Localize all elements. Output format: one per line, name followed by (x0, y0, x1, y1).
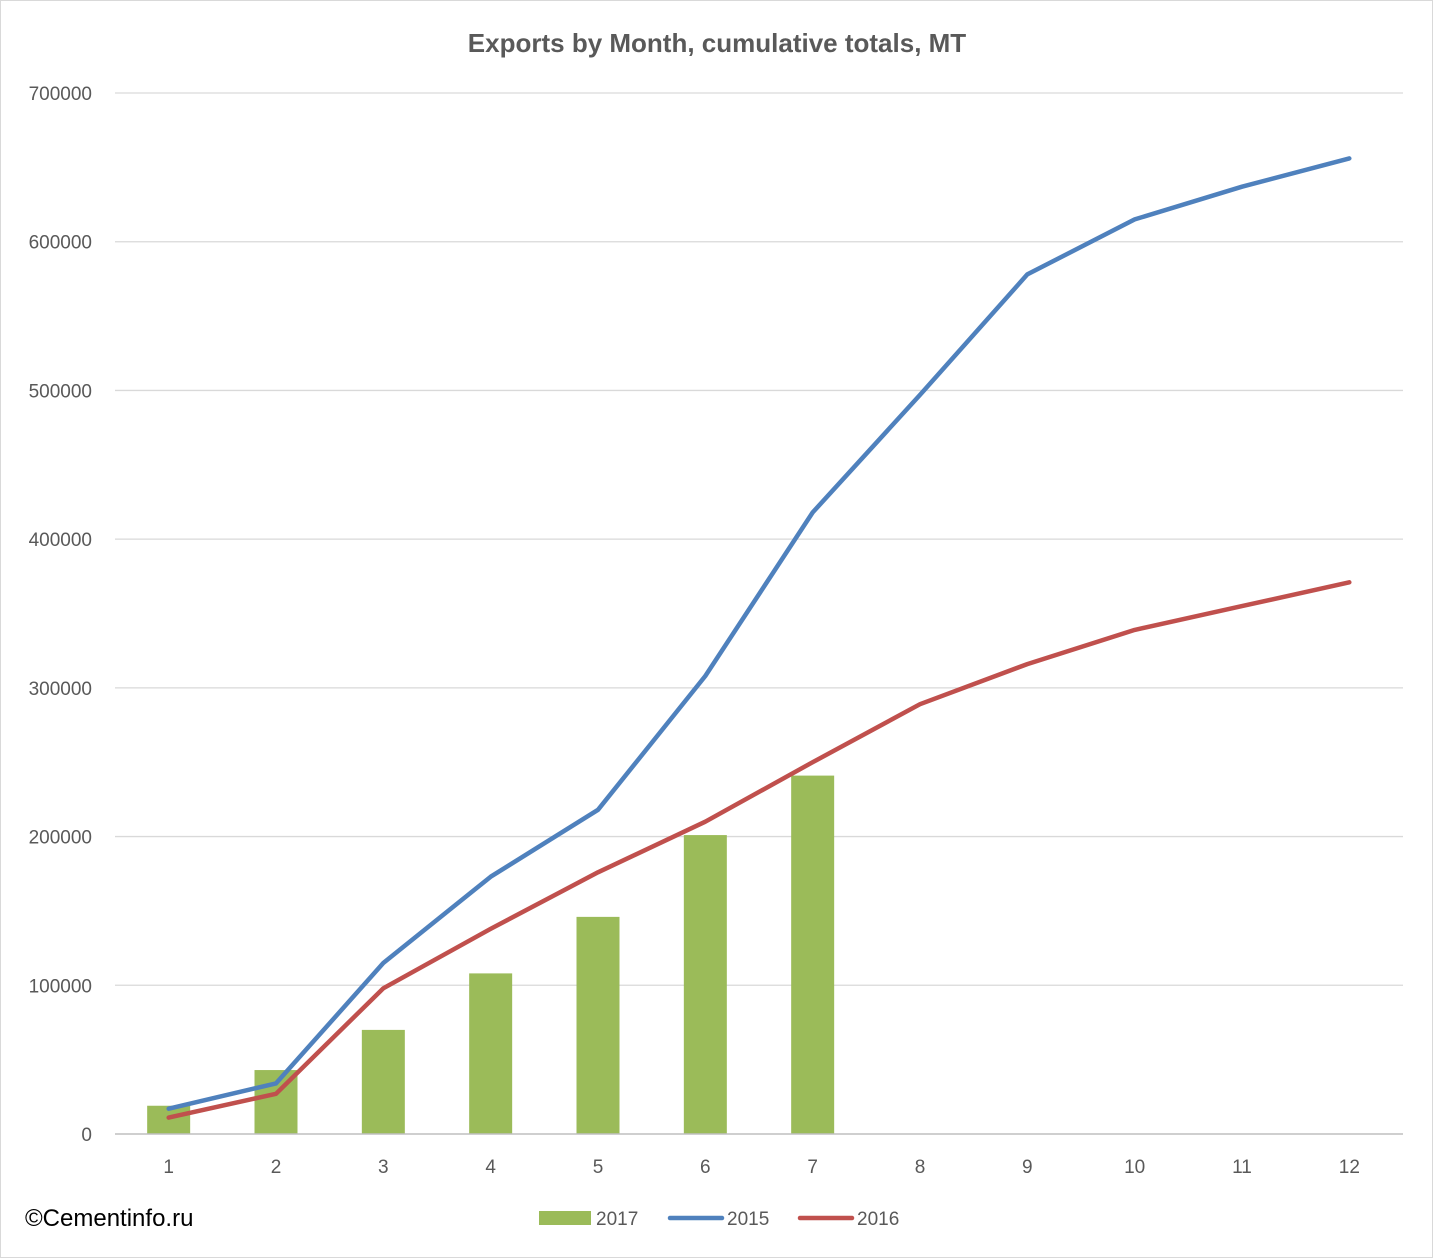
x-tick-label: 3 (378, 1157, 389, 1178)
bar-2017 (791, 775, 835, 1134)
x-tick-label: 11 (1232, 1157, 1252, 1178)
x-tick-label: 5 (593, 1157, 604, 1178)
legend-swatch-2017 (539, 1211, 591, 1225)
x-tick-label: 2 (271, 1157, 282, 1178)
watermark: ©Cementinfo.ru (25, 1205, 194, 1232)
x-tick-label: 9 (1022, 1157, 1033, 1178)
line-2015 (166, 156, 1352, 1111)
chart-title: Exports by Month, cumulative totals, MT (468, 28, 966, 58)
y-tick-label: 300000 (29, 679, 92, 700)
lines (166, 156, 1352, 1120)
y-tick-label: 600000 (29, 233, 92, 254)
y-axis-ticks: 0 100000 200000 300000 400000 500000 600000 700… (29, 84, 92, 1146)
x-axis-ticks: 1 2 3 4 5 6 7 8 9 10 11 12 (163, 1157, 1360, 1178)
y-tick-label: 200000 (29, 828, 92, 849)
x-tick-label: 1 (163, 1157, 174, 1178)
y-tick-label: 0 (81, 1125, 92, 1146)
bar-2017 (361, 1029, 405, 1134)
legend: 2017 2015 2016 (539, 1209, 899, 1230)
legend-label-2016: 2016 (857, 1209, 899, 1230)
bar-2017 (576, 916, 620, 1134)
y-tick-label: 500000 (29, 381, 92, 402)
bar-2017 (683, 835, 727, 1134)
x-tick-label: 10 (1124, 1157, 1145, 1178)
y-tick-label: 400000 (29, 530, 92, 551)
y-tick-label: 700000 (29, 84, 92, 105)
x-tick-label: 8 (915, 1157, 926, 1178)
line-2016 (166, 580, 1352, 1120)
bars-2017 (147, 775, 835, 1134)
y-tick-label: 100000 (29, 976, 92, 997)
legend-label-2015: 2015 (727, 1209, 769, 1230)
x-tick-label: 4 (485, 1157, 496, 1178)
legend-label-2017: 2017 (596, 1209, 638, 1230)
x-tick-label: 7 (807, 1157, 818, 1178)
x-tick-label: 6 (700, 1157, 711, 1178)
bar-2017 (469, 973, 513, 1134)
gridlines (115, 92, 1403, 986)
x-tick-label: 12 (1339, 1157, 1360, 1178)
